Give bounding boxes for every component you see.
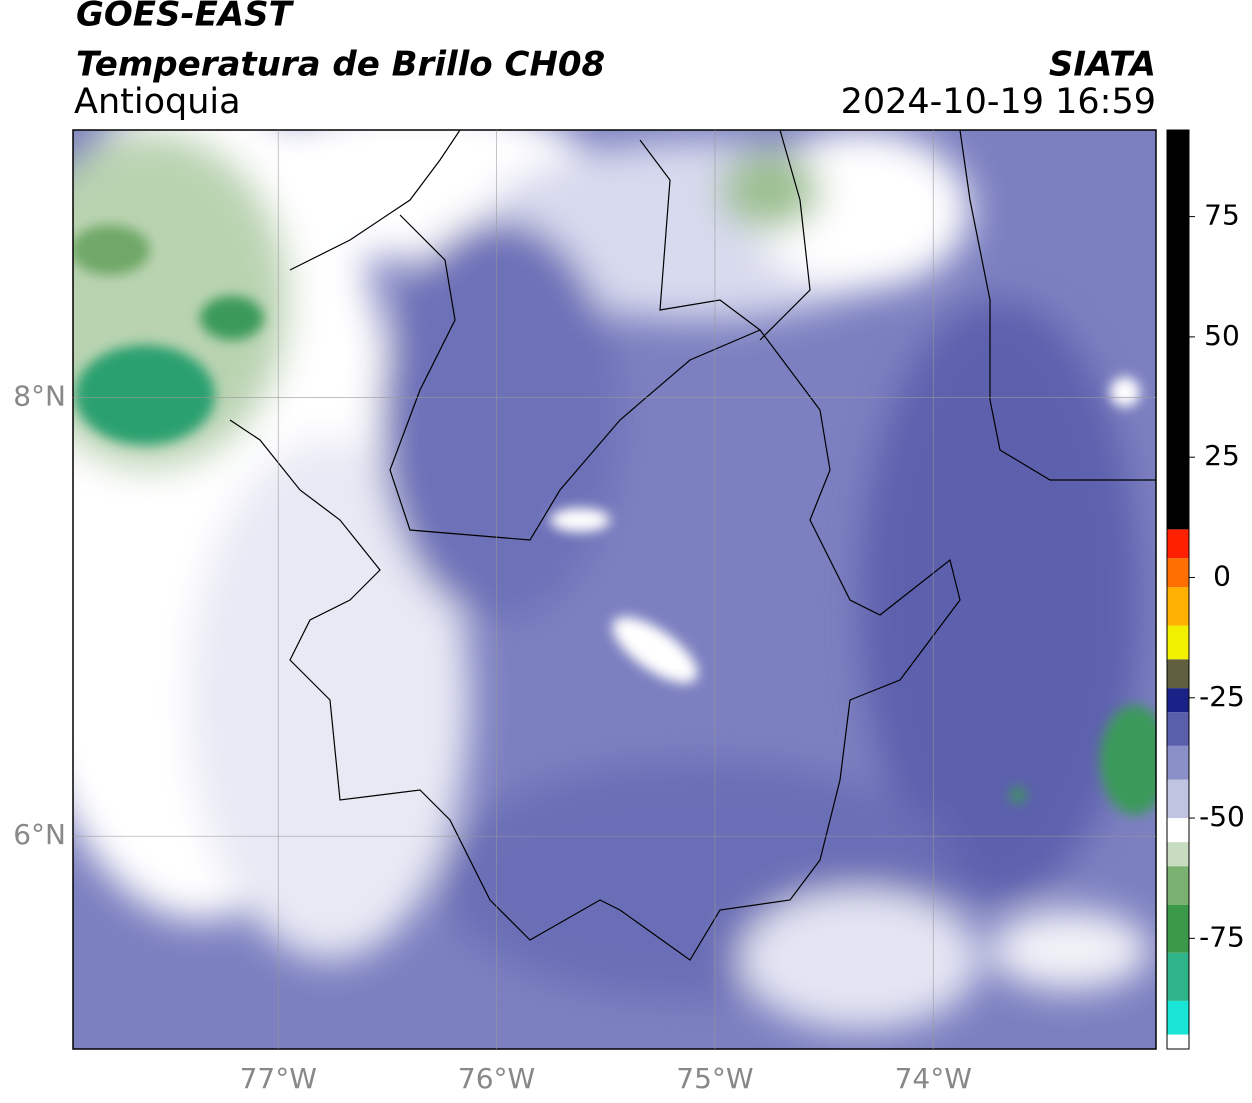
map-field — [73, 130, 1156, 1049]
colorbar-tick-label: -50 — [1199, 800, 1245, 833]
satellite: GOES-EAST — [76, 0, 295, 35]
colorbar-frame — [1166, 129, 1190, 1050]
y-tick-label: 6°N — [13, 818, 66, 851]
colorbar-segment — [1167, 529, 1189, 559]
product: Temperatura de Brillo CH08 — [76, 45, 605, 85]
colorbar-segment — [1167, 952, 1189, 1001]
map-frame — [72, 129, 1157, 1050]
colorbar-segment — [1167, 1000, 1189, 1035]
colorbar-tick-label: 75 — [1204, 199, 1240, 232]
colorbar-segment — [1167, 904, 1189, 953]
colorbar-segment — [1167, 625, 1189, 660]
colorbar-segment — [1167, 866, 1189, 905]
datetime: 2024-10-19 16:59 — [841, 82, 1156, 122]
colorbar-segment — [1167, 558, 1189, 588]
colorbar-segment — [1167, 130, 1189, 530]
colorbar-segment — [1167, 688, 1189, 713]
region: Antioquia — [74, 82, 241, 122]
x-tick-label: 75°W — [676, 1062, 753, 1095]
colorbar-tick-label: -25 — [1199, 680, 1245, 713]
colorbar-tick-label: 50 — [1204, 319, 1240, 352]
colorbar-tick-label: 0 — [1213, 559, 1231, 592]
colorbar-segment — [1167, 842, 1189, 867]
x-tick-label: 76°W — [458, 1062, 535, 1095]
x-tick-label: 74°W — [895, 1062, 972, 1095]
x-tick-label: 77°W — [240, 1062, 317, 1095]
y-tick-label: 8°N — [13, 380, 66, 413]
colorbar-segment — [1167, 818, 1189, 843]
colorbar-segment — [1167, 1034, 1189, 1049]
colorbar-segment — [1167, 659, 1189, 689]
colorbar-tick-label: -75 — [1199, 920, 1245, 953]
colorbar-segment — [1167, 779, 1189, 819]
colorbar-tick-label: 25 — [1204, 439, 1240, 472]
source: SIATA — [1049, 45, 1156, 85]
colorbar-segment — [1167, 745, 1189, 780]
colorbar-segment — [1167, 712, 1189, 746]
colorbar-segment — [1167, 587, 1189, 626]
